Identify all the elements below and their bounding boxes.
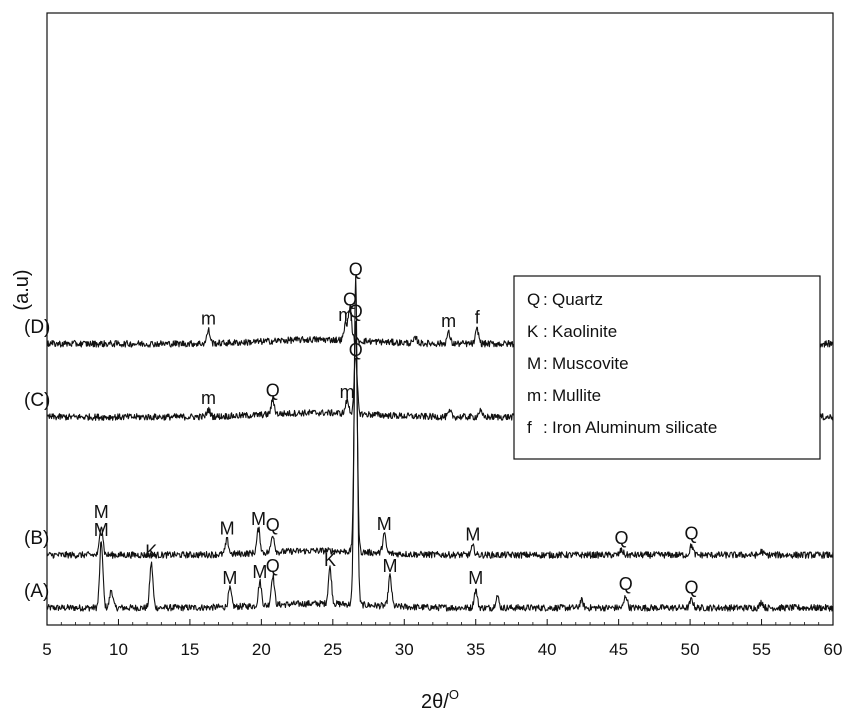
legend-name-3: Mullite [552, 386, 601, 405]
peak-label-1-4: Q [349, 301, 363, 321]
peak-label-0-0: M [94, 520, 109, 540]
x-tick-label-4: 25 [323, 640, 342, 659]
x-tick-label-2: 15 [180, 640, 199, 659]
x-tick-label-5: 30 [395, 640, 414, 659]
peak-label-0-5: Q [266, 556, 280, 576]
peak-label-0-13: Q [684, 577, 698, 597]
y-axis-title: (a.u) [11, 269, 33, 310]
trace-label-1: (B) [24, 528, 49, 549]
legend-symbol-4: f [527, 418, 532, 437]
legend-symbol-3: m [527, 386, 541, 405]
peak-label-3-2: Q [343, 289, 357, 309]
peak-label-0-6: K [324, 550, 336, 570]
legend-colon-2: : [543, 354, 548, 373]
peak-label-0-7: Q [349, 259, 363, 279]
legend-colon-0: : [543, 290, 548, 309]
x-tick-label-6: 35 [466, 640, 485, 659]
peak-label-1-3: Q [266, 515, 280, 535]
x-tick-label-9: 50 [681, 640, 700, 659]
peak-label-1-5: M [377, 514, 392, 534]
peak-label-2-1: Q [266, 381, 280, 401]
legend-symbol-1: K [527, 322, 539, 341]
legend-symbol-2: M [527, 354, 541, 373]
trace-labels-group: (A) (B) (C) (D) [24, 317, 50, 602]
x-tick-label-1: 10 [109, 640, 128, 659]
peak-label-2-2: m [340, 382, 355, 402]
x-axis-title: 2θ/O [421, 687, 459, 713]
trace-line-1 [46, 321, 834, 559]
legend-name-2: Muscovite [552, 354, 629, 373]
plot-frame [46, 12, 834, 626]
peak-label-1-7: Q [614, 528, 628, 548]
x-tick-label-11: 60 [824, 640, 843, 659]
peak-label-0-9: M [468, 568, 483, 588]
legend-box [513, 275, 821, 460]
peak-label-3-0: m [201, 309, 216, 329]
peak-label-3-1: m [338, 305, 353, 325]
peak-label-1-0: M [94, 502, 109, 522]
trace-label-0: (A) [24, 581, 49, 602]
peak-label-0-12: Q [619, 574, 633, 594]
x-axis-title-superscript: O [449, 687, 459, 702]
legend-colon-1: : [543, 322, 548, 341]
legend-colon-4: : [543, 418, 548, 437]
peak-label-0-3: M [222, 568, 237, 588]
x-tick-label-7: 40 [538, 640, 557, 659]
x-tick-label-10: 55 [752, 640, 771, 659]
x-tick-label-3: 20 [252, 640, 271, 659]
peak-label-1-1: M [220, 519, 235, 539]
trace-label-3: (D) [24, 317, 50, 338]
x-axis-title-text: 2θ/ [421, 691, 449, 713]
legend-symbol-0: Q [527, 290, 540, 309]
legend-colon-3: : [543, 386, 548, 405]
peak-label-0-8: M [383, 556, 398, 576]
peak-label-1-2: M [251, 509, 266, 529]
peak-label-1-8: Q [684, 523, 698, 543]
legend-name-1: Kaolinite [552, 322, 617, 341]
trace-line-0 [46, 275, 834, 612]
peak-label-0-2: K [145, 541, 157, 561]
peak-label-2-3: Q [349, 340, 363, 360]
peak-label-3-4: m [441, 311, 456, 331]
peak-label-0-4: M [252, 562, 267, 582]
peak-label-2-0: m [201, 388, 216, 408]
trace-label-2: (C) [24, 390, 50, 411]
peak-label-1-6: M [465, 525, 480, 545]
x-axis: 5 10 15 20 25 30 35 40 45 50 55 60 [42, 619, 842, 659]
legend-name-4: Iron Aluminum silicate [552, 418, 717, 437]
peak-label-3-5: f [475, 307, 481, 327]
legend-name-0: Quartz [552, 290, 603, 309]
x-tick-label-8: 45 [609, 640, 628, 659]
x-tick-label-0: 5 [42, 640, 51, 659]
